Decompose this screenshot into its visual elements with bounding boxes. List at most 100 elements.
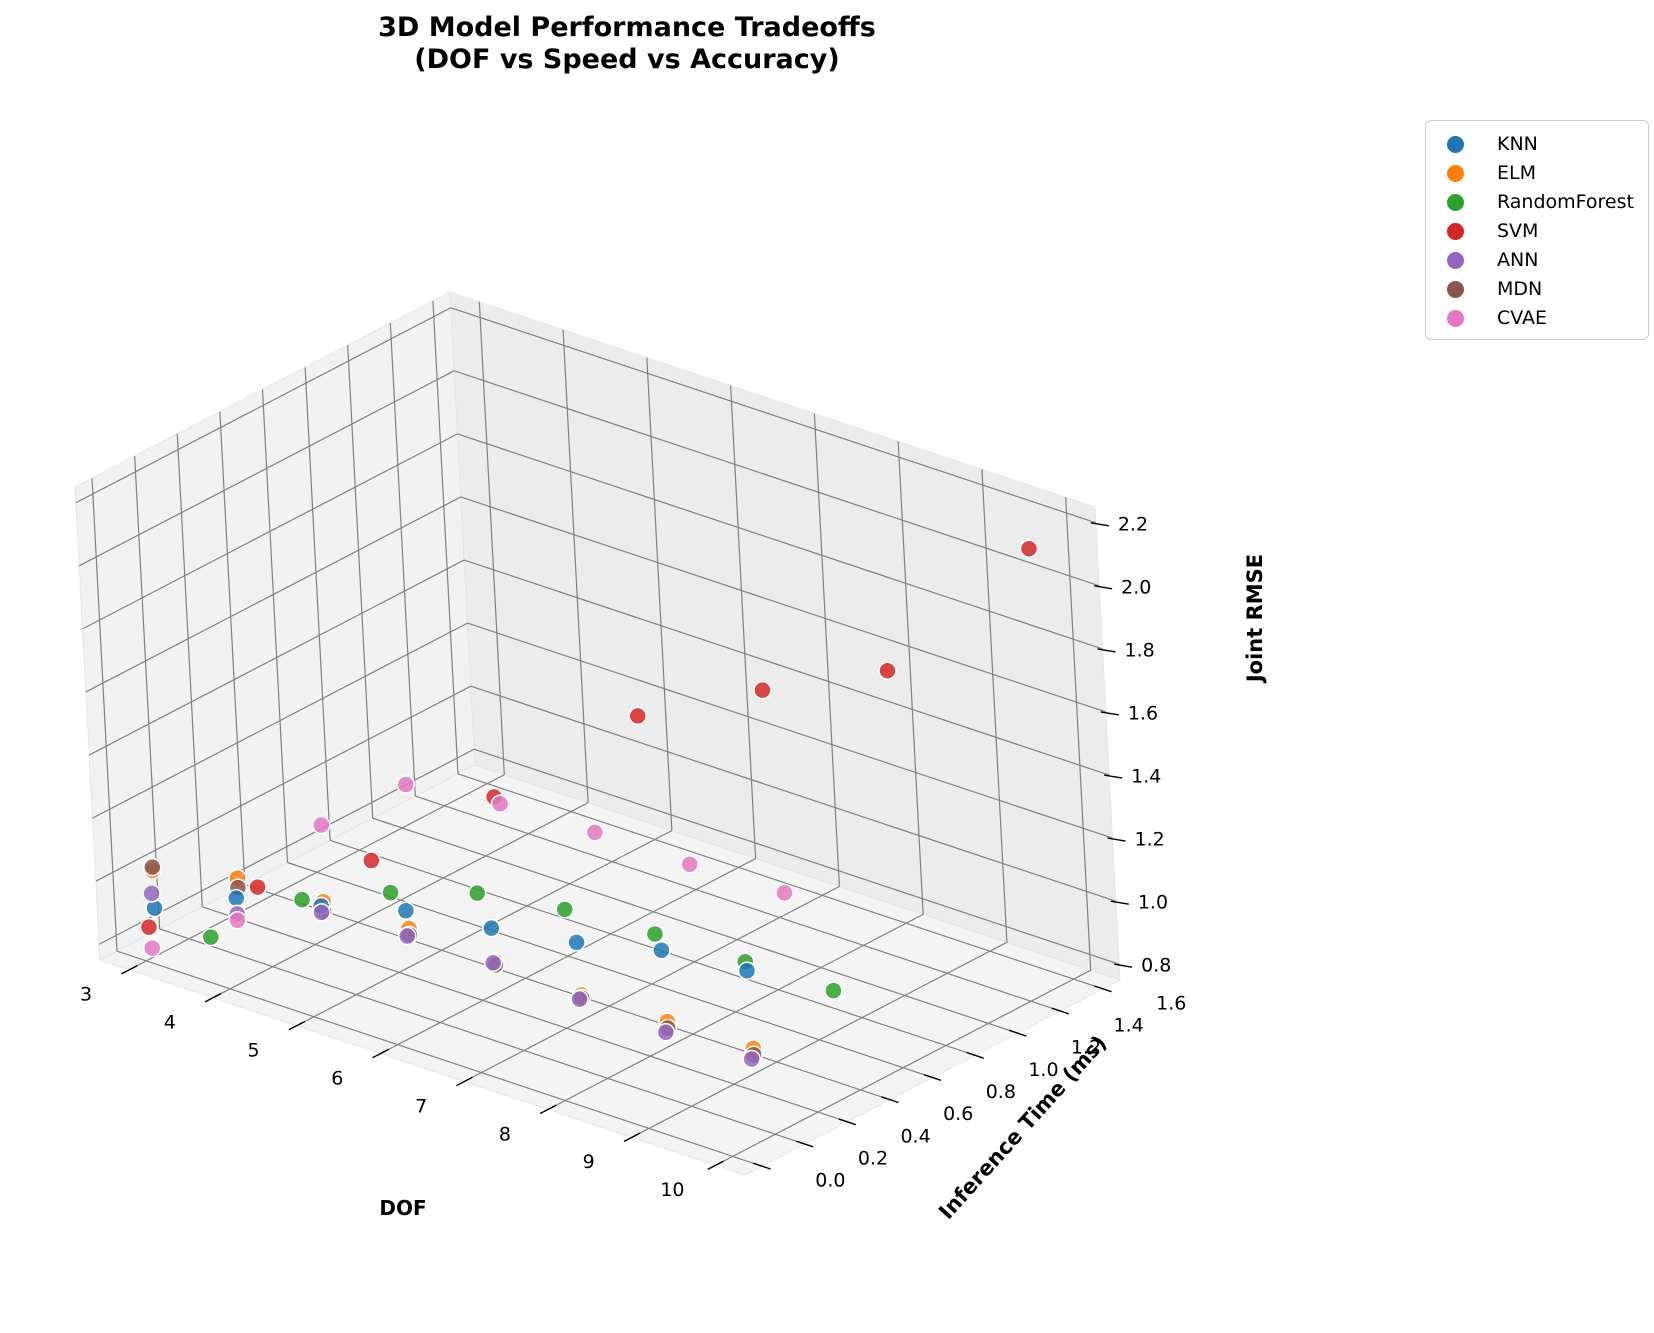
y-tick-mark [1051, 1007, 1070, 1015]
data-point-ann [142, 884, 161, 903]
floor-grid-y [116, 950, 763, 1167]
data-point-cvae [490, 794, 510, 813]
data-point-knn [567, 933, 586, 952]
left-wall-grid-z [88, 559, 465, 756]
back-wall-grid-z [470, 685, 1117, 902]
y-tick-mark [923, 1073, 942, 1082]
legend-marker-icon [1446, 192, 1465, 212]
floor-grid-y [415, 795, 1061, 1012]
back-wall-grid-z [450, 307, 1097, 524]
data-point-randomforest [645, 924, 665, 944]
data-point-knn [396, 901, 416, 921]
x-tick-mark [539, 1104, 557, 1115]
legend-item-randomforest: RandomForest [1446, 187, 1634, 217]
floor-grid-y [244, 884, 891, 1101]
y-tick-mark [838, 1118, 857, 1126]
back-wall-grid-z [467, 622, 1113, 839]
x-axis-label: DOF [379, 1196, 426, 1220]
x-tick-mark [121, 964, 138, 975]
data-point-cvae [585, 823, 605, 842]
z-tick-label: 2.2 [1118, 513, 1148, 535]
legend-marker-icon [1446, 308, 1465, 328]
x-tick-label: 5 [248, 1039, 260, 1061]
legend-item-cvae: CVAE [1446, 303, 1547, 333]
y-tick-label: 0.0 [815, 1170, 845, 1192]
back-wall-grid-z [457, 433, 1103, 650]
data-point-randomforest [292, 890, 312, 909]
legend: KNN ELM RandomForest SVM ANN MDN CVAE [1425, 120, 1649, 340]
y-tick-mark [795, 1140, 814, 1148]
y-tick-label: 1.0 [1028, 1059, 1058, 1081]
x-tick-mark [372, 1048, 389, 1059]
back-wall-grid-z [453, 370, 1100, 587]
legend-label: RandomForest [1497, 191, 1634, 213]
y-tick-mark [966, 1051, 984, 1059]
legend-label: KNN [1497, 133, 1538, 155]
y-tick-label: 0.2 [858, 1148, 888, 1170]
data-point-ann [397, 926, 417, 946]
z-tick-label: 1.4 [1131, 766, 1161, 788]
data-point-cvae [680, 854, 699, 874]
y-tick-label: 1.4 [1114, 1015, 1144, 1037]
data-point-knn [652, 940, 671, 960]
z-tick-label: 2.0 [1121, 576, 1151, 598]
data-point-mdn [143, 857, 162, 877]
x-tick-label: 6 [331, 1067, 343, 1089]
data-point-svm [878, 661, 897, 680]
data-point-randomforest [824, 981, 843, 1000]
left-wall-grid-z [82, 433, 458, 630]
data-point-cvae [775, 883, 794, 903]
data-point-randomforest [555, 900, 575, 919]
legend-item-elm: ELM [1446, 158, 1536, 188]
legend-marker-icon [1446, 134, 1465, 154]
data-point-svm [139, 917, 159, 937]
data-point-cvae [143, 938, 162, 958]
floor-grid-y [372, 817, 1018, 1034]
y-tick-label: 0.6 [943, 1103, 973, 1125]
x-tick-mark [456, 1076, 473, 1087]
legend-marker-icon [1446, 279, 1465, 299]
legend-marker-icon [1446, 221, 1465, 241]
y-tick-mark [1008, 1029, 1027, 1037]
y-tick-label: 0.4 [900, 1125, 930, 1147]
y-tick-label: 1.2 [1071, 1037, 1101, 1059]
left-wall-grid-z [92, 622, 468, 819]
x-tick-mark [288, 1020, 306, 1031]
back-wall-grid-z [463, 559, 1110, 776]
grid-lines [75, 300, 1120, 1167]
x-tick-label: 8 [499, 1123, 511, 1145]
z-tick-mark [1114, 963, 1133, 968]
z-tick-mark [1107, 837, 1126, 842]
x-tick-label: 9 [583, 1151, 595, 1173]
data-point-cvae [312, 815, 331, 835]
data-points [139, 539, 1039, 1069]
data-point-knn [482, 918, 501, 938]
floor-grid-y [202, 906, 848, 1123]
z-tick-mark [1097, 648, 1116, 653]
data-point-svm [628, 706, 647, 726]
data-point-ann [483, 953, 503, 973]
z-axis-label: Joint RMSE [1243, 554, 1267, 684]
z-tick-mark [1100, 711, 1119, 716]
data-point-ann [742, 1049, 761, 1069]
axis-ticks: 3 4 5 6 7 8 9 10 0.0 0.2 0.4 0.6 0.8 1.0 1.2 1.4 1.6 0.8 1… [80, 513, 1186, 1201]
left-wall-grid-z [75, 307, 452, 504]
y-tick-mark [881, 1096, 899, 1104]
z-tick-label: 1.6 [1128, 702, 1158, 724]
x-tick-mark [623, 1132, 641, 1143]
z-tick-mark [1104, 774, 1123, 779]
z-tick-label: 1.0 [1138, 892, 1168, 914]
x-tick-label: 7 [415, 1095, 427, 1117]
z-tick-label: 1.2 [1135, 829, 1165, 851]
data-point-cvae [396, 775, 416, 794]
z-tick-label: 0.8 [1141, 955, 1171, 977]
left-wall-grid-z [78, 370, 455, 567]
y-tick-mark [1094, 985, 1112, 993]
data-point-svm [248, 877, 267, 897]
legend-label: MDN [1497, 278, 1543, 300]
z-tick-mark [1090, 522, 1109, 527]
legend-label: ANN [1497, 249, 1539, 271]
y-tick-mark [753, 1162, 771, 1170]
legend-label: SVM [1497, 220, 1539, 242]
